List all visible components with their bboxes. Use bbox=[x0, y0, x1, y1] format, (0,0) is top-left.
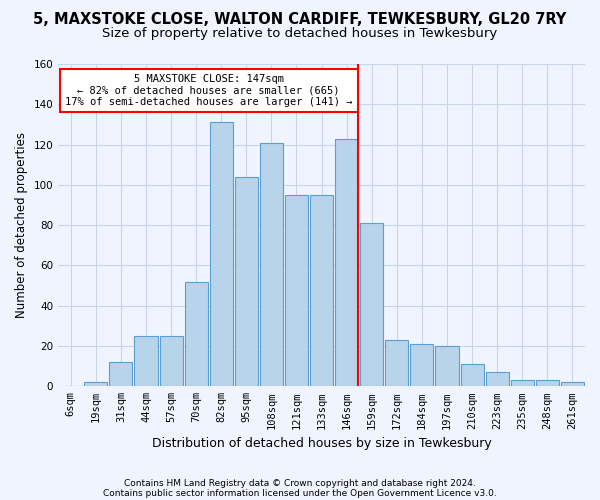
Bar bbox=[84, 382, 107, 386]
Text: 5, MAXSTOKE CLOSE, WALTON CARDIFF, TEWKESBURY, GL20 7RY: 5, MAXSTOKE CLOSE, WALTON CARDIFF, TEWKE… bbox=[34, 12, 566, 28]
Bar bbox=[561, 382, 584, 386]
X-axis label: Distribution of detached houses by size in Tewkesbury: Distribution of detached houses by size … bbox=[152, 437, 491, 450]
Text: Size of property relative to detached houses in Tewkesbury: Size of property relative to detached ho… bbox=[103, 28, 497, 40]
Bar bbox=[360, 223, 383, 386]
Bar bbox=[285, 195, 308, 386]
Bar bbox=[511, 380, 534, 386]
Bar bbox=[109, 362, 133, 386]
Text: Contains HM Land Registry data © Crown copyright and database right 2024.: Contains HM Land Registry data © Crown c… bbox=[124, 478, 476, 488]
Bar bbox=[235, 177, 258, 386]
Bar bbox=[485, 372, 509, 386]
Bar bbox=[410, 344, 433, 387]
Bar bbox=[436, 346, 458, 387]
Bar bbox=[260, 142, 283, 386]
Bar bbox=[310, 195, 333, 386]
Bar bbox=[536, 380, 559, 386]
Bar bbox=[185, 282, 208, 387]
Bar bbox=[335, 138, 358, 386]
Bar bbox=[209, 122, 233, 386]
Bar bbox=[461, 364, 484, 386]
Y-axis label: Number of detached properties: Number of detached properties bbox=[15, 132, 28, 318]
Bar bbox=[134, 336, 158, 386]
Text: 5 MAXSTOKE CLOSE: 147sqm
← 82% of detached houses are smaller (665)
17% of semi-: 5 MAXSTOKE CLOSE: 147sqm ← 82% of detach… bbox=[65, 74, 352, 108]
Bar bbox=[160, 336, 182, 386]
Bar bbox=[385, 340, 409, 386]
Text: Contains public sector information licensed under the Open Government Licence v3: Contains public sector information licen… bbox=[103, 488, 497, 498]
